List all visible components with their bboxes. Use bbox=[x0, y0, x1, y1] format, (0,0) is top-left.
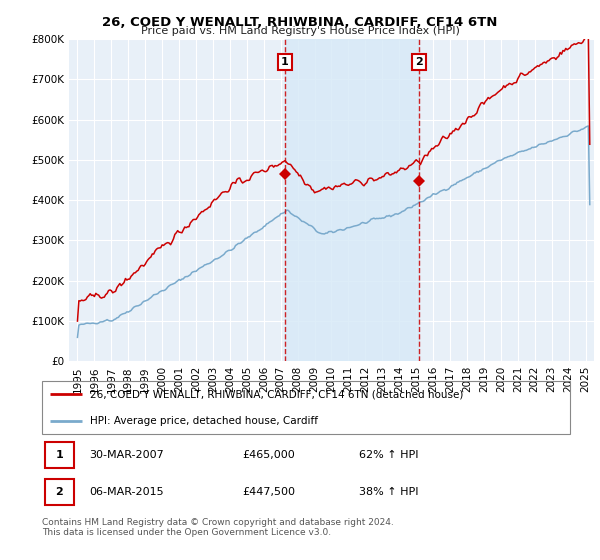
Bar bbox=[285, 39, 419, 361]
Text: 30-MAR-2007: 30-MAR-2007 bbox=[89, 450, 164, 460]
Text: 1: 1 bbox=[281, 57, 289, 67]
Text: Contains HM Land Registry data © Crown copyright and database right 2024.
This d: Contains HM Land Registry data © Crown c… bbox=[42, 518, 394, 538]
Text: HPI: Average price, detached house, Cardiff: HPI: Average price, detached house, Card… bbox=[89, 416, 317, 426]
FancyBboxPatch shape bbox=[44, 479, 74, 505]
Text: 62% ↑ HPI: 62% ↑ HPI bbox=[359, 450, 418, 460]
Text: 26, COED Y WENALLT, RHIWBINA, CARDIFF, CF14 6TN (detached house): 26, COED Y WENALLT, RHIWBINA, CARDIFF, C… bbox=[89, 389, 463, 399]
Text: 2: 2 bbox=[55, 487, 63, 497]
Text: 1: 1 bbox=[55, 450, 63, 460]
Text: 2: 2 bbox=[415, 57, 423, 67]
Text: Price paid vs. HM Land Registry's House Price Index (HPI): Price paid vs. HM Land Registry's House … bbox=[140, 26, 460, 36]
Text: £447,500: £447,500 bbox=[242, 487, 296, 497]
Text: 26, COED Y WENALLT, RHIWBINA, CARDIFF, CF14 6TN: 26, COED Y WENALLT, RHIWBINA, CARDIFF, C… bbox=[103, 16, 497, 29]
Text: 38% ↑ HPI: 38% ↑ HPI bbox=[359, 487, 418, 497]
FancyBboxPatch shape bbox=[44, 442, 74, 468]
Text: £465,000: £465,000 bbox=[242, 450, 295, 460]
Text: 06-MAR-2015: 06-MAR-2015 bbox=[89, 487, 164, 497]
